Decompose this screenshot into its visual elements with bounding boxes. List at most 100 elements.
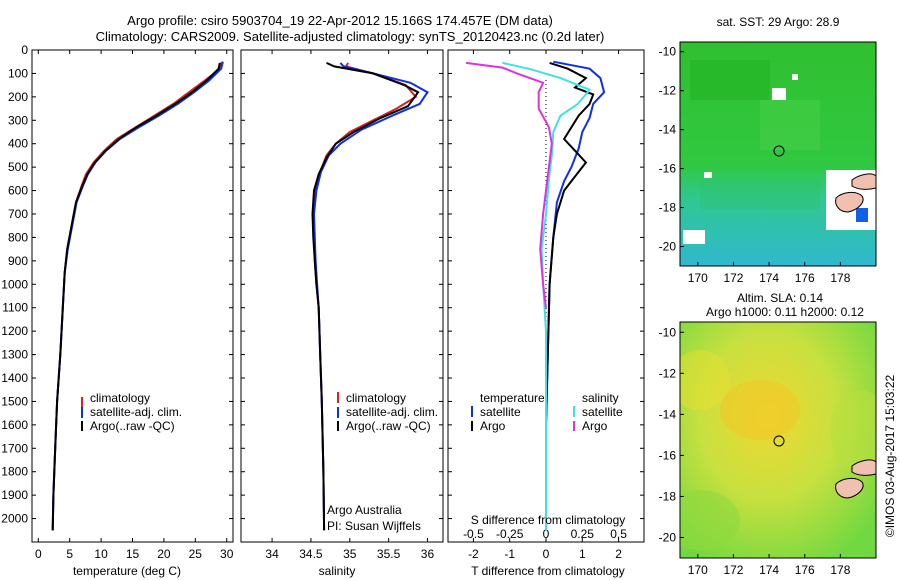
- t-difference-axis-label: T difference from climatology: [471, 564, 625, 578]
- difference-plot: -2 -1 0 1 2 -0.5 -0.25 0 0.25 0.5: [448, 49, 644, 561]
- legend-label-t-argo: Argo: [480, 419, 506, 433]
- map-y-tick-label: -18: [659, 201, 677, 215]
- salinity-axis-label: salinity: [319, 564, 356, 578]
- legend-label-climatology: climatology: [90, 391, 150, 405]
- depth-tick-label: 900: [8, 254, 28, 268]
- map-x-tick-label: 170: [688, 563, 708, 577]
- depth-tick-label: 700: [8, 207, 28, 221]
- legend-label-climatology: climatology: [346, 391, 406, 405]
- map-x-tick-label: 176: [795, 563, 815, 577]
- depth-tick-label: 0: [21, 43, 28, 57]
- sla-map-island-fiji: [835, 477, 864, 499]
- depth-tick-label: 1000: [1, 277, 28, 291]
- map-x-tick-label: 172: [723, 563, 743, 577]
- x-tick-label: 34.5: [299, 547, 323, 561]
- legend-heading-temperature: temperature: [480, 391, 545, 405]
- legend-label-s-satellite: satellite: [582, 405, 623, 419]
- sst-map-island-vanua-levu: [851, 173, 877, 190]
- x-tick-label: -1: [504, 547, 515, 561]
- map-x-tick-label: 178: [830, 563, 850, 577]
- legend-label-satellite: satellite-adj. clim.: [346, 405, 438, 419]
- map-y-tick-label: -12: [659, 84, 677, 98]
- x-tick-label: 1: [579, 547, 586, 561]
- map-x-tick-label: 176: [795, 271, 815, 285]
- map-x-tick-label: 170: [688, 271, 708, 285]
- temperature-legend: climatology satellite-adj. clim. Argo(..…: [81, 391, 182, 433]
- legend-label-s-argo: Argo: [582, 419, 608, 433]
- map-y-tick-label: -16: [659, 162, 677, 176]
- sst-map-island-fiji: [835, 191, 864, 213]
- x-tick-label: 20: [157, 547, 171, 561]
- temperature-plot-frame: [31, 49, 234, 543]
- map-x-tick-label: 174: [759, 271, 779, 285]
- x-tick-label: 15: [126, 547, 140, 561]
- sla-map-title: Altim. SLA: 0.14: [737, 291, 823, 305]
- x-tick-label: 35.5: [377, 547, 401, 561]
- sla-map-subtitle: Argo h1000: 0.11 h2000: 0.12: [706, 305, 864, 319]
- legend-label-argo: Argo(..raw -QC): [346, 419, 431, 433]
- depth-tick-label: 2000: [1, 512, 28, 526]
- depth-tick-label: 1700: [1, 441, 28, 455]
- x-tick-label: 0: [543, 547, 550, 561]
- depth-tick-label: 1600: [1, 418, 28, 432]
- s-diff-tick-label: 0: [543, 527, 550, 541]
- salinity-plot: 34 34.5 35 35.5 36: [241, 49, 443, 561]
- s-diff-tick-label: 0.25: [571, 527, 595, 541]
- depth-tick-label: 1900: [1, 488, 28, 502]
- x-tick-label: -2: [468, 547, 479, 561]
- legend-label-t-satellite: satellite: [480, 405, 521, 419]
- map-x-tick-label: 172: [723, 271, 743, 285]
- series-line-salinity_satellite: [502, 61, 592, 531]
- imos-watermark: ©IMOS 03-Aug-2017 15:03:22: [883, 375, 897, 538]
- salinity-plot-frame: [240, 49, 444, 543]
- sst-map-axes: 170 172 174 176 178 -10 -12 -14 -16 -18 -20: [659, 45, 851, 285]
- depth-tick-label: 400: [8, 137, 28, 151]
- depth-tick-label: 1400: [1, 371, 28, 385]
- argo-australia-label: Argo Australia: [327, 503, 402, 517]
- map-x-tick-label: 178: [830, 271, 850, 285]
- series-line-argo: [545, 61, 595, 531]
- x-tick-label: 10: [94, 547, 108, 561]
- s-difference-axis-label: S difference from climatology: [471, 513, 626, 527]
- s-diff-tick-label: 0.5: [610, 527, 627, 541]
- sla-map-argo-marker: [773, 435, 785, 447]
- map-y-tick-label: -12: [659, 366, 677, 380]
- series-line-salinity_argo: [465, 61, 553, 308]
- depth-tick-label: 300: [8, 113, 28, 127]
- depth-tick-label: 500: [8, 160, 28, 174]
- x-tick-label: 2: [615, 547, 622, 561]
- series-line-satellite: [51, 61, 224, 531]
- series-line-satellite: [545, 60, 606, 531]
- x-tick-label: 34: [265, 547, 279, 561]
- sla-map-frame: [679, 321, 877, 559]
- s-diff-tick-label: -0.5: [463, 527, 484, 541]
- series-line-argo: [51, 62, 221, 531]
- salinity-legend: climatology satellite-adj. clim. Argo(..…: [337, 391, 438, 433]
- map-y-tick-label: -10: [659, 45, 677, 59]
- depth-tick-label: 200: [8, 90, 28, 104]
- sst-map-frame: [679, 41, 877, 267]
- x-tick-label: 5: [66, 547, 73, 561]
- series-line-satellite: [312, 62, 429, 531]
- sla-map-axes: 170 172 174 176 178 -10 -12 -14 -16 -18 -20: [659, 325, 851, 577]
- depth-tick-label: 1100: [2, 301, 28, 315]
- legend-label-argo: Argo(..raw -QC): [90, 419, 175, 433]
- depth-tick-label: 1800: [1, 465, 28, 479]
- pi-label: PI: Susan Wijffels: [327, 519, 421, 533]
- map-y-tick-label: -14: [659, 407, 677, 421]
- x-tick-label: 30: [220, 547, 234, 561]
- map-y-tick-label: -16: [659, 448, 677, 462]
- difference-legend: temperature satellite Argo salinity sate…: [471, 391, 623, 433]
- x-tick-label: 35: [343, 547, 357, 561]
- depth-tick-label: 600: [8, 184, 28, 198]
- series-line-argo: [311, 61, 420, 531]
- x-tick-label: 25: [189, 547, 203, 561]
- sst-map-title: sat. SST: 29 Argo: 28.9: [717, 15, 840, 29]
- map-y-tick-label: -20: [659, 530, 677, 544]
- sla-map-field: [680, 322, 876, 558]
- depth-tick-label: 100: [8, 66, 28, 80]
- legend-label-satellite: satellite-adj. clim.: [90, 405, 182, 419]
- series-line-climatology: [51, 61, 223, 531]
- x-tick-label: 0: [35, 547, 42, 561]
